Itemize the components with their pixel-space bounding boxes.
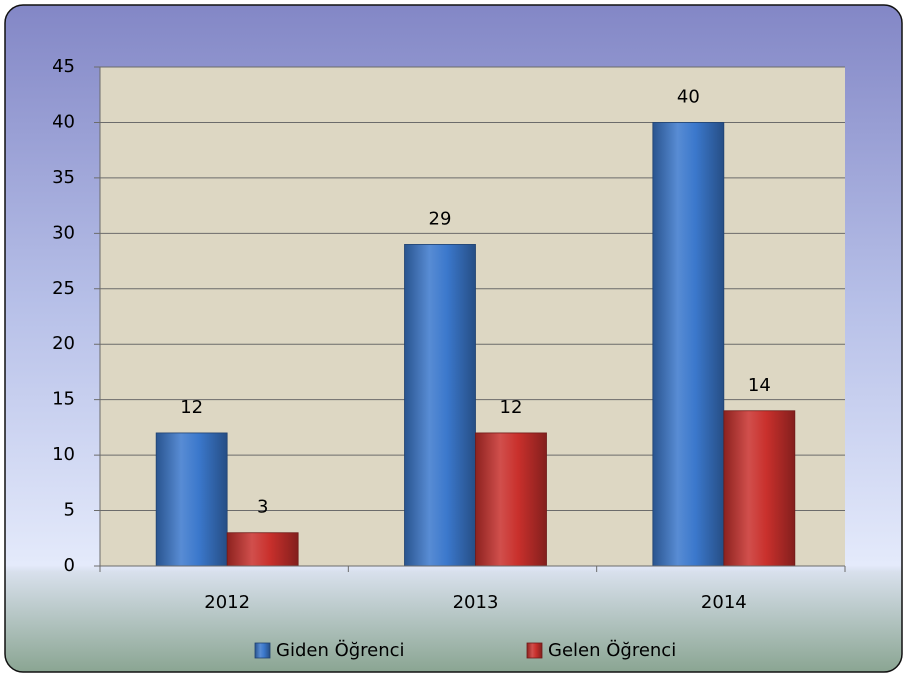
y-tick-label: 10 (52, 444, 75, 465)
legend-swatch (526, 642, 543, 659)
bar (226, 532, 299, 567)
bar (652, 122, 725, 567)
bar (404, 244, 476, 567)
y-tick-label: 45 (52, 56, 75, 77)
y-tick-label: 40 (52, 111, 75, 132)
bar (475, 432, 547, 567)
legend-swatch (254, 642, 271, 659)
y-tick-label: 35 (52, 167, 75, 188)
data-label: 12 (180, 397, 203, 418)
y-tick-label: 30 (52, 222, 75, 243)
y-tick-label: 25 (52, 278, 75, 299)
bar (155, 432, 228, 567)
y-tick-label: 15 (52, 389, 75, 410)
data-label: 3 (257, 497, 268, 518)
data-label: 12 (500, 397, 523, 418)
x-tick-label: 2013 (453, 592, 499, 613)
x-tick-label: 2014 (701, 592, 747, 613)
data-label: 14 (748, 375, 771, 396)
legend-label: Giden Öğrenci (276, 639, 405, 661)
y-tick-label: 0 (64, 555, 75, 576)
legend-label: Gelen Öğrenci (548, 639, 676, 661)
bar (723, 410, 796, 567)
y-tick-label: 20 (52, 333, 75, 354)
data-label: 40 (677, 86, 700, 107)
x-tick-label: 2012 (204, 592, 250, 613)
y-tick-label: 5 (64, 500, 75, 521)
data-label: 29 (429, 208, 452, 229)
